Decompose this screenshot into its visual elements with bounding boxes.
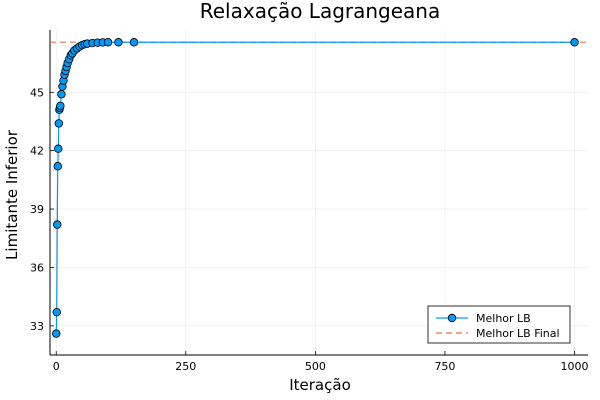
- data-point: [52, 329, 61, 338]
- legend: Melhor LB Melhor LB Final: [427, 305, 571, 344]
- y-tick-label: 39: [30, 203, 44, 216]
- series-layer: [50, 38, 588, 338]
- chart-title: Relaxação Lagrangeana: [200, 0, 441, 23]
- data-point: [54, 144, 63, 153]
- data-point: [56, 101, 65, 111]
- data-point: [54, 119, 64, 128]
- axes-layer: 0 250 500 750 1000 33 36 39 42 45: [30, 30, 589, 373]
- x-tick-label: 500: [305, 360, 326, 373]
- y-axis-label: Limitante Inferior: [3, 129, 21, 260]
- y-tick-label: 36: [30, 261, 44, 274]
- y-tick-label: 33: [30, 320, 44, 333]
- data-point: [103, 38, 113, 47]
- x-tick-label: 0: [53, 360, 60, 373]
- data-point: [57, 90, 66, 99]
- grid-layer: [50, 30, 588, 355]
- data-point: [114, 38, 123, 47]
- legend-box: [427, 305, 571, 344]
- data-point: [129, 38, 139, 47]
- legend-swatch-marker: [447, 313, 457, 323]
- legend-label-melhor-lb-final: Melhor LB Final: [476, 327, 560, 340]
- data-point: [53, 162, 62, 171]
- x-tick-label: 750: [434, 360, 455, 373]
- data-point: [53, 220, 62, 229]
- x-axis-label: Iteração: [289, 376, 351, 394]
- data-point: [52, 307, 61, 317]
- legend-label-melhor-lb: Melhor LB: [476, 312, 531, 325]
- x-tick-label: 1000: [561, 360, 589, 373]
- y-tick-label: 45: [30, 86, 44, 99]
- data-point: [570, 38, 579, 47]
- y-tick-label: 42: [30, 145, 44, 158]
- x-tick-label: 250: [175, 360, 196, 373]
